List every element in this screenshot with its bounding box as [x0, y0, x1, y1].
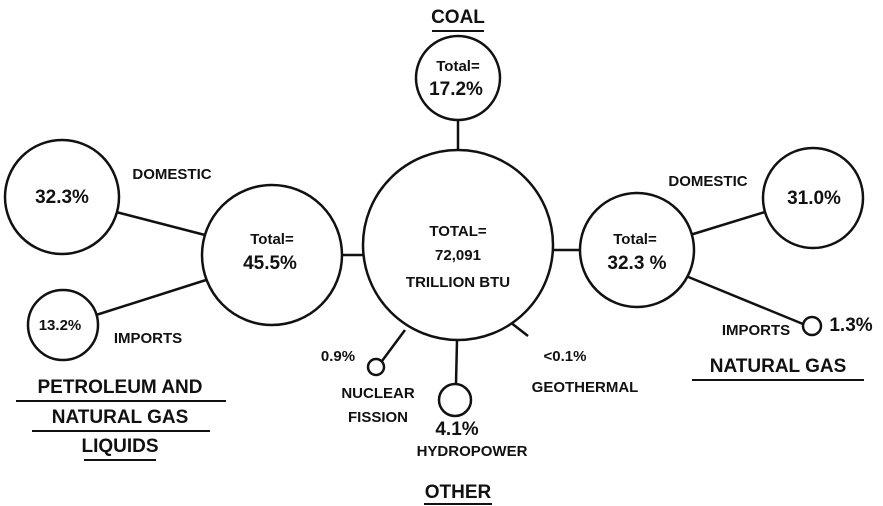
heading: LIQUIDS — [81, 436, 158, 457]
connector — [689, 210, 766, 237]
value: 0.9% — [321, 348, 355, 365]
value: 31.0% — [787, 188, 841, 209]
petroleum-domestic-circle — [3, 138, 121, 256]
total-value: 45.5% — [243, 253, 297, 274]
connector — [115, 210, 206, 237]
hydro-circle — [437, 382, 473, 418]
petroleum-total-circle — [200, 183, 344, 327]
connector — [454, 339, 459, 385]
value: 1.3% — [829, 315, 872, 336]
gas-total-circle — [578, 191, 696, 309]
gas-domestic-circle — [761, 146, 865, 250]
label: NUCLEAR — [341, 385, 414, 402]
connector — [95, 278, 207, 317]
connector — [380, 329, 407, 362]
center-text: TOTAL= — [429, 223, 487, 240]
heading: PETROLEUM AND — [37, 377, 202, 398]
total-value: 17.2% — [429, 79, 483, 100]
heading: NATURAL GAS — [710, 356, 847, 377]
label: DOMESTIC — [132, 166, 211, 183]
coal-circle — [414, 34, 502, 122]
connector — [509, 321, 529, 337]
label: HYDROPOWER — [417, 443, 528, 460]
connector — [685, 274, 804, 326]
value: 13.2% — [39, 317, 82, 334]
nuclear-circle — [366, 357, 386, 377]
center-circle — [361, 148, 555, 342]
heading: OTHER — [425, 482, 492, 503]
label: DOMESTIC — [668, 173, 747, 190]
value: 4.1% — [435, 419, 478, 440]
value: 32.3% — [35, 187, 89, 208]
label: GEOTHERMAL — [532, 379, 639, 396]
value: <0.1% — [544, 348, 587, 365]
total-value: 32.3 % — [607, 253, 666, 274]
total-label: Total= — [250, 231, 294, 248]
total-label: Total= — [436, 58, 480, 75]
gas-imports-circle — [801, 315, 823, 337]
connectors — [95, 120, 804, 385]
label: IMPORTS — [722, 322, 790, 339]
center-text: 72,091 — [435, 247, 481, 264]
label: IMPORTS — [114, 330, 182, 347]
heading: COAL — [431, 7, 485, 28]
petroleum-imports-circle — [26, 288, 100, 362]
label: FISSION — [348, 409, 408, 426]
center-text: TRILLION BTU — [406, 274, 510, 291]
total-label: Total= — [613, 231, 657, 248]
heading: NATURAL GAS — [52, 407, 189, 428]
